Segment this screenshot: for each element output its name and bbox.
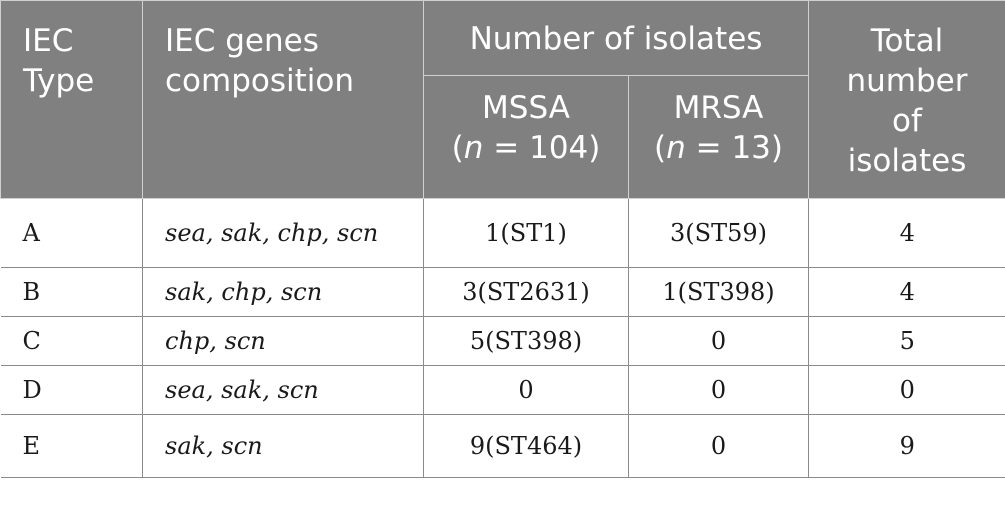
header-number-of-isolates: Number of isolates	[423, 0, 809, 76]
cell-mssa: 0	[423, 365, 629, 415]
header-mrsa-n-value: = 13)	[695, 130, 783, 166]
cell-mssa: 9(ST464)	[423, 414, 629, 478]
header-mssa: MSSA (n = 104)	[423, 75, 629, 199]
cell-type: C	[0, 316, 143, 366]
cell-mrsa: 1(ST398)	[628, 267, 809, 317]
header-iec-type: IEC Type	[0, 0, 143, 199]
header-mssa-name: MSSA	[482, 90, 570, 126]
header-mrsa-n-label: n	[666, 130, 686, 166]
cell-total: 4	[808, 198, 1005, 268]
table-row: B sak, chp, scn 3(ST2631) 1(ST398) 4	[0, 267, 1005, 317]
cell-mssa: 1(ST1)	[423, 198, 629, 268]
header-genes-line2: composition	[165, 63, 354, 99]
header-total-line3: of	[892, 103, 922, 139]
header-mrsa: MRSA (n = 13)	[628, 75, 809, 199]
cell-mrsa: 0	[628, 316, 809, 366]
cell-genes: sak, scn	[142, 414, 424, 478]
cell-genes: chp, scn	[142, 316, 424, 366]
header-genes-line1: IEC genes	[165, 23, 319, 59]
cell-genes: sea, sak, chp, scn	[142, 198, 424, 268]
cell-mrsa: 3(ST59)	[628, 198, 809, 268]
cell-mrsa: 0	[628, 414, 809, 478]
table-row: E sak, scn 9(ST464) 0 9	[0, 414, 1005, 478]
header-iec-type-line2: Type	[23, 63, 95, 99]
table-header: IEC Type IEC genes composition Number of…	[0, 0, 1005, 199]
cell-type: D	[0, 365, 143, 415]
header-mrsa-name: MRSA	[673, 90, 764, 126]
table-row: A sea, sak, chp, scn 1(ST1) 3(ST59) 4	[0, 198, 1005, 268]
cell-total: 0	[808, 365, 1005, 415]
cell-total: 5	[808, 316, 1005, 366]
cell-genes: sea, sak, scn	[142, 365, 424, 415]
cell-total: 4	[808, 267, 1005, 317]
cell-type: E	[0, 414, 143, 478]
cell-type: A	[0, 198, 143, 268]
header-genes: IEC genes composition	[142, 0, 424, 199]
table-row: D sea, sak, scn 0 0 0	[0, 365, 1005, 415]
cell-type: B	[0, 267, 143, 317]
header-total-line1: Total	[870, 23, 944, 59]
cell-total: 9	[808, 414, 1005, 478]
header-iec-type-line1: IEC	[23, 23, 74, 59]
header-total: Total number of isolates	[808, 0, 1005, 199]
cell-mssa: 3(ST2631)	[423, 267, 629, 317]
header-total-line2: number	[846, 63, 968, 99]
header-mssa-n-value: = 104)	[493, 130, 601, 166]
header-mssa-n-label: n	[463, 130, 484, 166]
cell-genes: sak, chp, scn	[142, 267, 424, 317]
cell-mrsa: 0	[628, 365, 809, 415]
header-mssa-n: (n = 104)	[451, 130, 601, 166]
table-body: A sea, sak, chp, scn 1(ST1) 3(ST59) 4 B …	[0, 198, 1005, 478]
header-total-line4: isolates	[847, 143, 967, 179]
iec-table: IEC Type IEC genes composition Number of…	[0, 0, 1005, 478]
table-row: C chp, scn 5(ST398) 0 5	[0, 316, 1005, 366]
cell-mssa: 5(ST398)	[423, 316, 629, 366]
header-mrsa-n: (n = 13)	[654, 130, 783, 166]
